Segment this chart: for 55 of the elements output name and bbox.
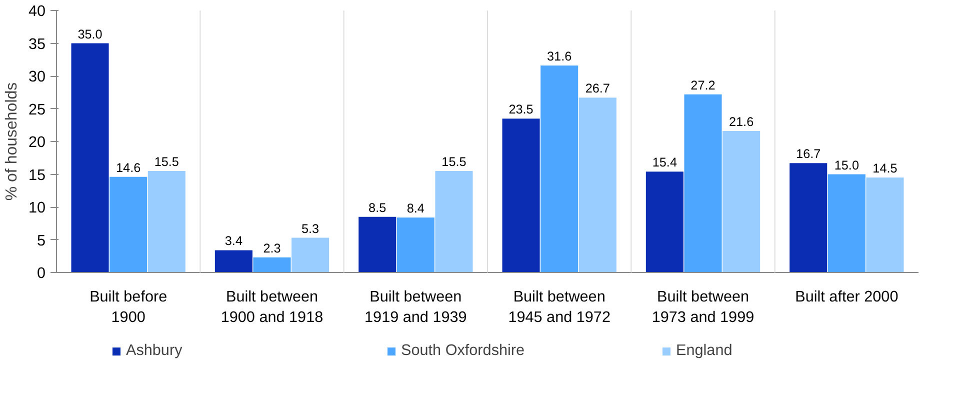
y-tick-label: 35 [28, 36, 46, 53]
x-tick-label: Built before 1900 [90, 288, 168, 326]
bar [722, 131, 760, 272]
x-tick-label: Built after 2000 [795, 288, 898, 306]
x-tick-label: Built between 1945 and 1972 [508, 288, 610, 326]
legend-label: South Oxfordshire [401, 342, 526, 360]
bar [828, 174, 866, 272]
data-label: 8.4 [406, 201, 424, 216]
data-label: 14.6 [116, 160, 141, 175]
x-tick-label: Built between 1900 and 1918 [220, 288, 324, 326]
bar [358, 216, 396, 272]
y-axis-title: % of households [3, 82, 20, 201]
legend-label: Ashbury [126, 342, 184, 360]
data-label: 3.4 [224, 234, 242, 248]
y-tick-label: 40 [28, 3, 46, 20]
x-tick-label: Built between 1919 and 1939 [364, 288, 467, 326]
y-tick-label: 15 [28, 166, 46, 184]
data-label: 14.5 [872, 162, 898, 176]
bar [684, 94, 722, 272]
bar [71, 43, 109, 272]
x-tick-label: Built between 1973 and 1999 [652, 288, 754, 326]
data-label: 15.0 [834, 158, 859, 172]
data-label: 26.7 [585, 82, 610, 96]
bar [646, 172, 684, 272]
bar [435, 170, 473, 272]
data-label: 15.5 [154, 154, 179, 169]
y-tick-label: 25 [28, 101, 46, 118]
data-label: 2.3 [263, 241, 281, 256]
bar [253, 257, 291, 272]
data-label: 15.4 [652, 156, 678, 170]
y-tick-label: 20 [28, 134, 46, 151]
bar [214, 250, 252, 272]
legend-label: England [676, 342, 734, 360]
bar [578, 98, 616, 272]
data-label: 5.3 [302, 222, 320, 236]
bar [292, 238, 330, 272]
bar [502, 118, 540, 272]
data-label: 35.0 [78, 27, 102, 42]
bar [866, 178, 904, 272]
data-label: 21.6 [728, 115, 754, 130]
y-tick-label: 10 [28, 200, 46, 216]
bar [110, 176, 148, 272]
y-tick-label: 30 [28, 68, 46, 86]
data-label: 15.5 [442, 154, 466, 169]
bar [790, 163, 828, 272]
y-tick-label: 0 [36, 265, 46, 282]
bar [540, 66, 578, 272]
bar [148, 170, 186, 272]
data-label: 16.7 [796, 147, 821, 162]
data-label: 23.5 [508, 102, 534, 117]
data-label: 31.6 [547, 50, 572, 64]
bar [396, 217, 434, 272]
data-label: 8.5 [368, 200, 386, 215]
y-tick-label: 5 [36, 232, 46, 250]
data-label: 27.2 [690, 78, 716, 92]
